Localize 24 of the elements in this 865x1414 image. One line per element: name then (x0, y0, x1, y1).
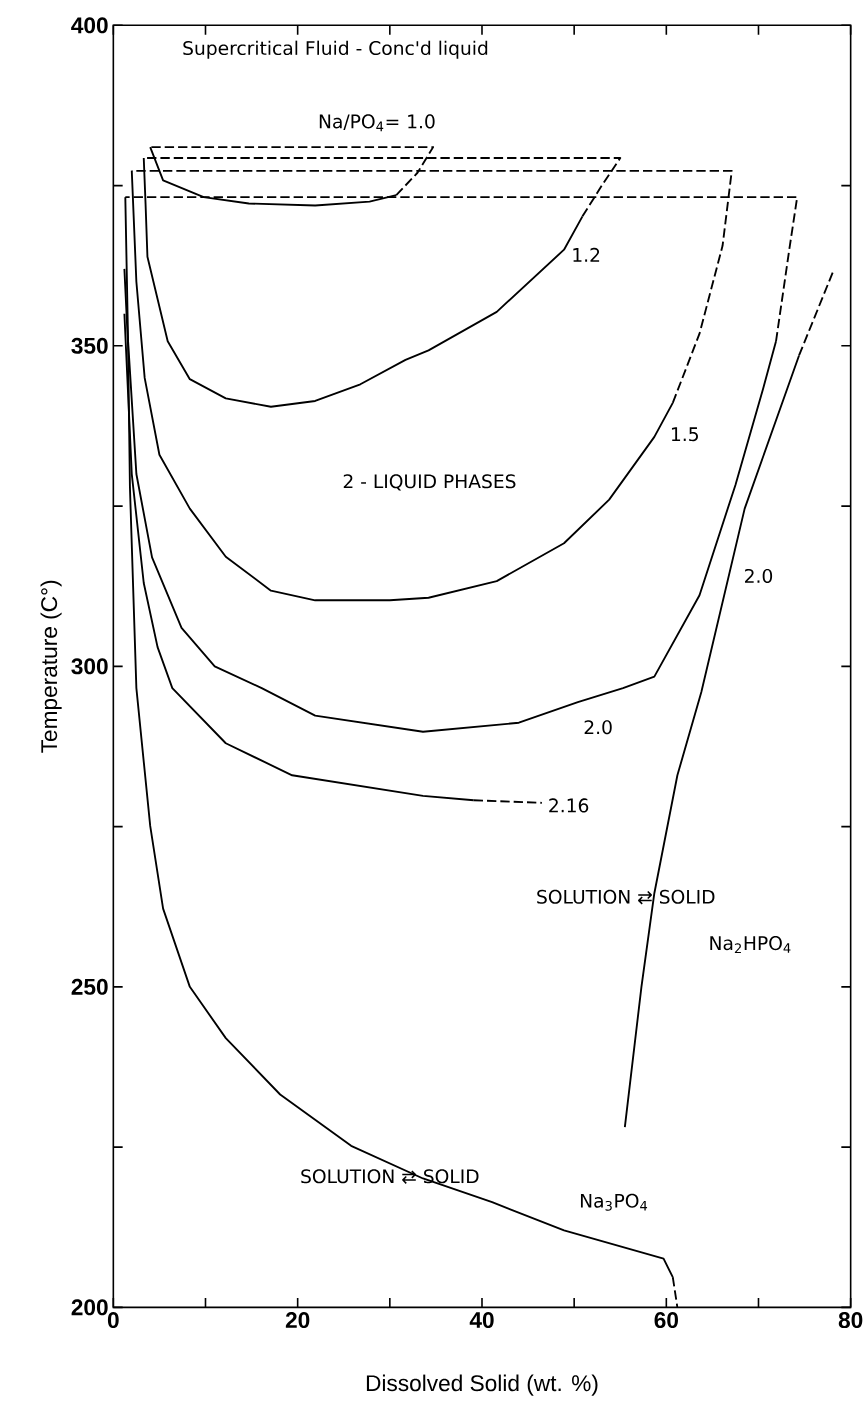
annotation: 2 - LIQUID PHASES (343, 474, 516, 491)
x-tick-label: 0 (107, 1312, 119, 1329)
y-tick-label: 300 (71, 658, 108, 675)
annotation: SOLUTION ⇄ SOLID (537, 889, 715, 905)
y-axis-title: Temperature (C°) (40, 580, 62, 753)
annotation: 2.16 (549, 798, 589, 813)
annotation: 2.0 (584, 720, 612, 735)
x-axis-title: Dissolved Solid (wt. %) (366, 1374, 598, 1396)
y-tick-label: 400 (71, 17, 108, 34)
annotation: SOLUTION ⇄ SOLID (301, 1169, 479, 1184)
annotation: Na$_{3}$PO$_{4}$ (580, 1193, 648, 1211)
annotation: Na$_{2}$HPO$_{4}$ (710, 936, 791, 953)
y-tick-label: 350 (71, 337, 108, 354)
annotation: Na/PO$_{4}$= 1.0 (319, 114, 435, 132)
x-tick-label: 80 (838, 1312, 863, 1329)
annotation: 1.2 (573, 247, 600, 262)
annotation: 2.0 (745, 568, 773, 584)
annotation: Supercritical Fluid - Conc'd liquid (183, 40, 488, 59)
y-tick-label: 250 (71, 978, 108, 995)
x-tick-label: 60 (654, 1312, 678, 1329)
x-tick-label: 20 (285, 1312, 310, 1329)
annotation: 1.5 (671, 427, 698, 442)
x-tick-label: 40 (469, 1312, 494, 1329)
y-tick-label: 200 (71, 1299, 108, 1316)
